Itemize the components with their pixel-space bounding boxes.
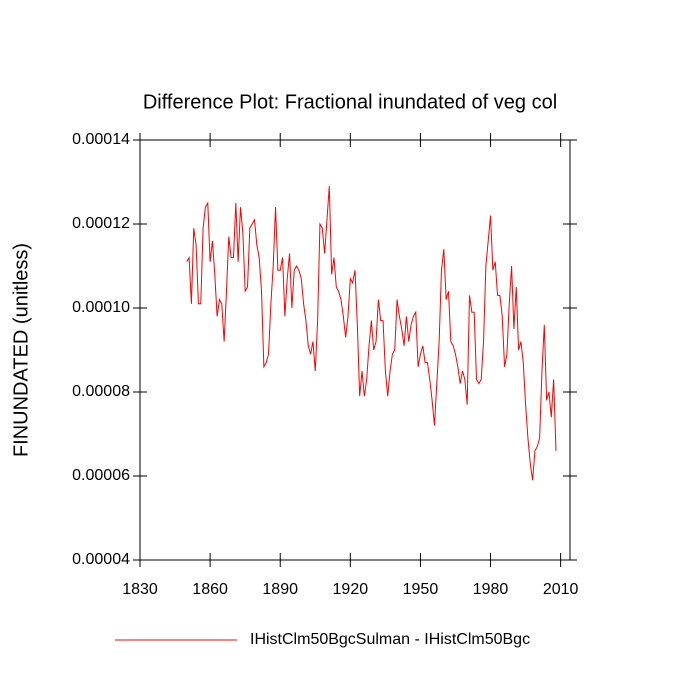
x-tick-label: 2010: [543, 581, 579, 598]
x-tick-label: 1920: [333, 581, 369, 598]
x-tick-label: 1950: [403, 581, 439, 598]
y-tick-label: 0.00006: [72, 467, 130, 484]
x-tick-label: 1860: [192, 581, 228, 598]
x-tick-label: 1890: [262, 581, 298, 598]
y-axis-label: FINUNDATED (unitless): [10, 243, 32, 457]
y-tick-label: 0.00012: [72, 215, 130, 232]
plot-frame: [139, 139, 571, 561]
y-tick-label: 0.00014: [72, 131, 130, 148]
data-line: [186, 186, 557, 481]
y-tick-label: 0.00008: [72, 383, 130, 400]
legend-label: IHistClm50BgcSulman - IHistClm50Bgc: [250, 631, 530, 648]
y-tick-label: 0.00010: [72, 299, 130, 316]
x-tick-label: 1830: [122, 581, 158, 598]
y-tick-label: 0.00004: [72, 551, 130, 568]
x-tick-label: 1980: [473, 581, 509, 598]
chart-title: Difference Plot: Fractional inundated of…: [143, 91, 557, 113]
